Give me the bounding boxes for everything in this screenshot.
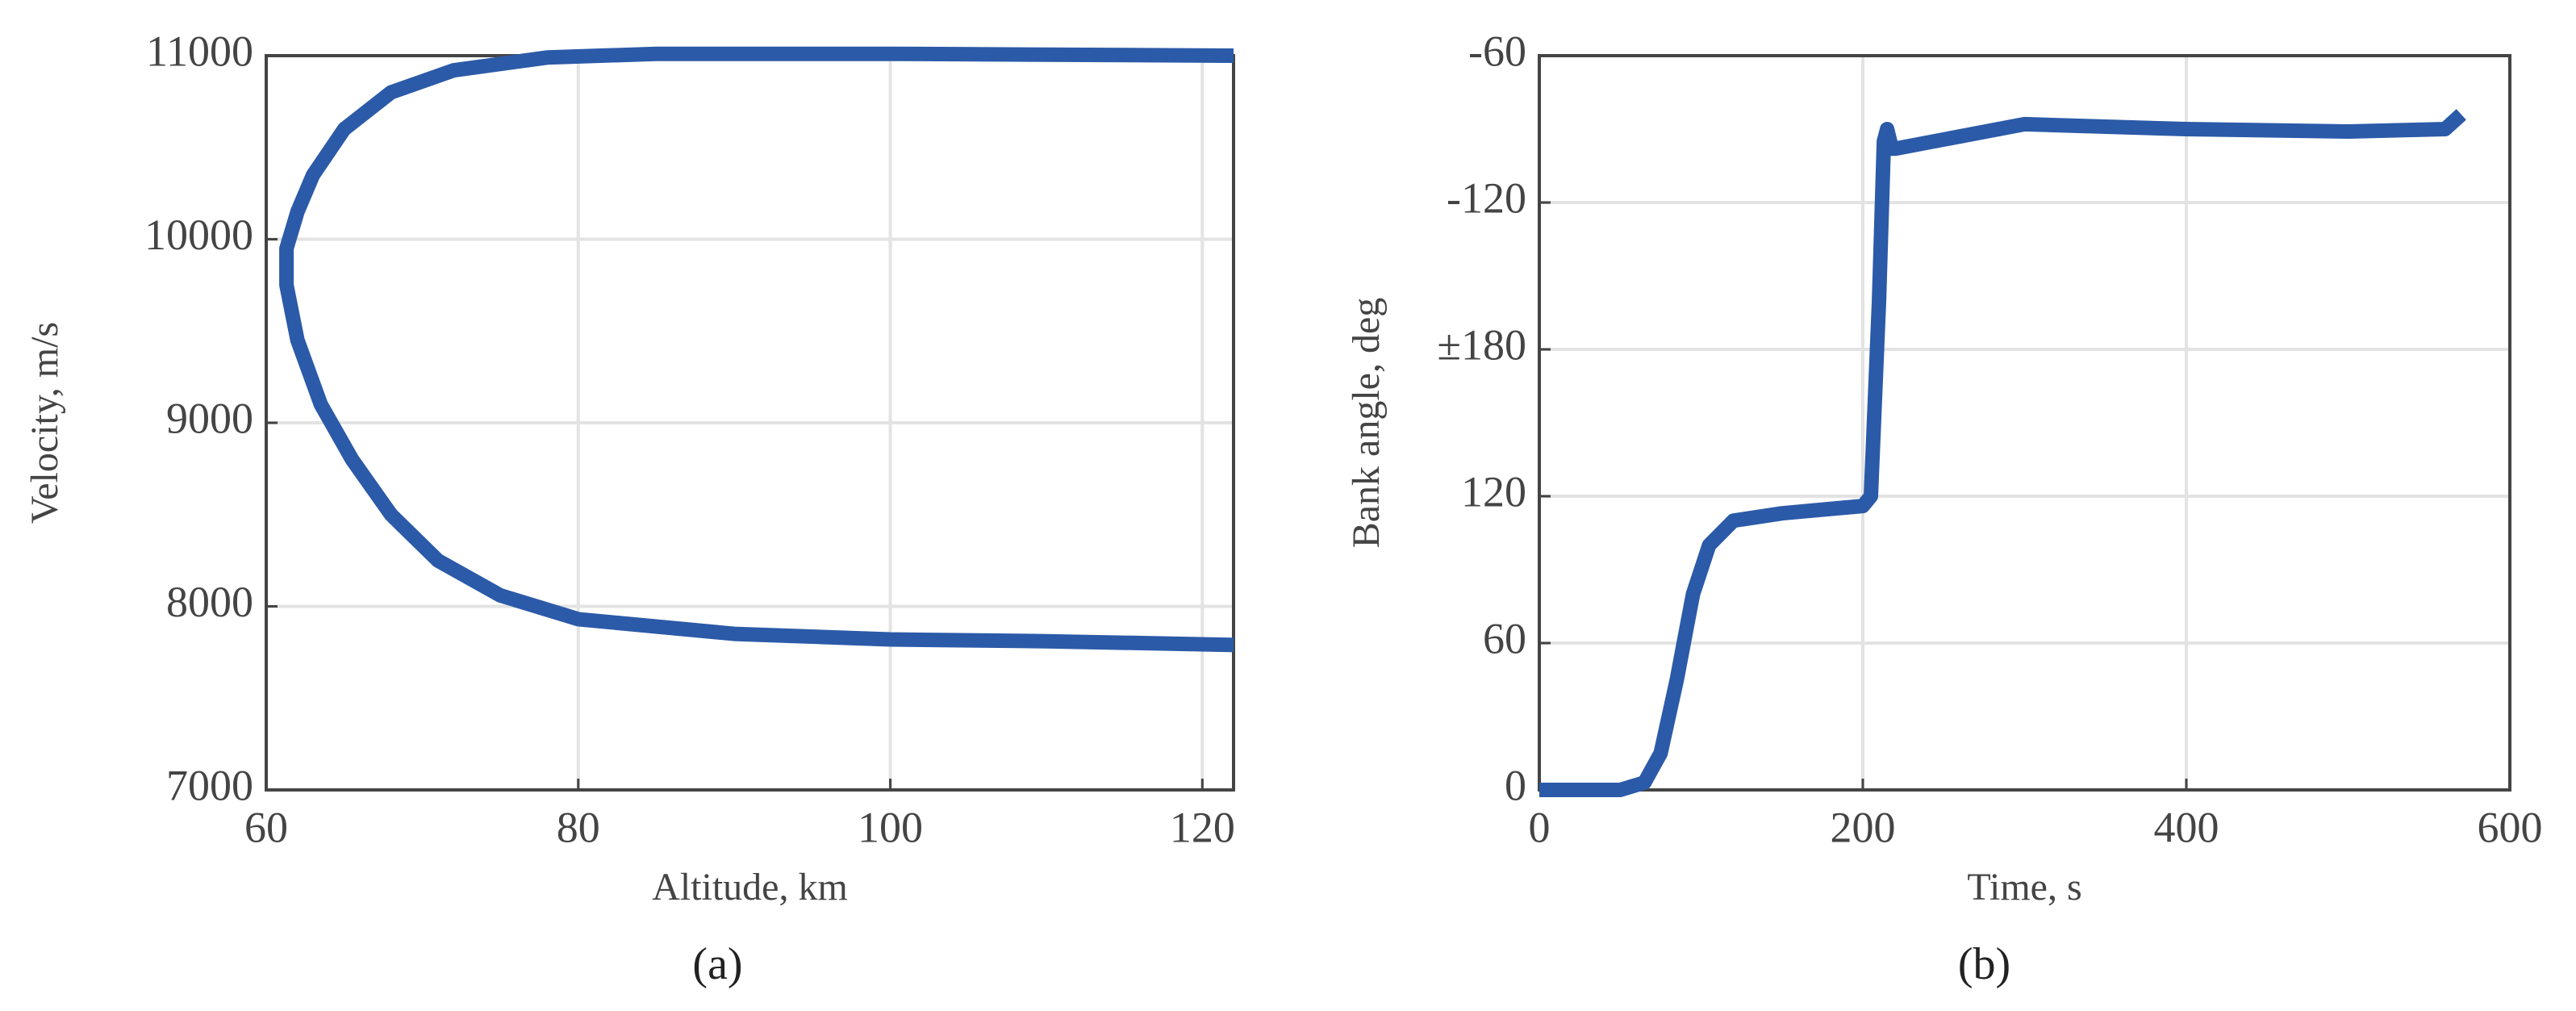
data-line (279, 46, 1234, 653)
y-tick-label: -120 (1447, 173, 1526, 222)
plot-frame (1538, 54, 2511, 792)
caption: (b) (1958, 939, 2010, 989)
y-tick-label: 120 (1461, 467, 1526, 516)
y-tick-label: 11000 (146, 27, 253, 75)
y-axis-label: Velocity, m/s (23, 322, 66, 524)
y-tick-label: 60 (1483, 614, 1526, 662)
y-tick-label: 8000 (166, 578, 253, 626)
y-tick-label: 9000 (166, 394, 253, 442)
y-tick-label: 10000 (144, 211, 253, 259)
x-tick-label: 200 (1831, 803, 1896, 851)
x-tick-label: 60 (244, 803, 288, 851)
x-axis-label: Time, s (1967, 866, 2081, 909)
y-axis-label: Bank angle, deg (1345, 298, 1388, 549)
x-tick-label: 0 (1529, 803, 1551, 851)
x-tick-label: 100 (858, 803, 923, 851)
x-tick-label: 80 (557, 803, 600, 851)
data-line (1539, 109, 2466, 797)
x-axis-label: Altitude, km (652, 866, 848, 909)
y-tick-label: 7000 (166, 761, 253, 809)
x-tick-label: 400 (2154, 803, 2219, 851)
x-tick-label: 120 (1170, 803, 1235, 851)
caption: (a) (692, 939, 742, 989)
y-tick-label: -60 (1468, 27, 1526, 75)
y-tick-label: 0 (1505, 761, 1526, 809)
x-tick-label: 600 (2478, 803, 2543, 851)
y-tick-label: ±180 (1437, 320, 1526, 369)
